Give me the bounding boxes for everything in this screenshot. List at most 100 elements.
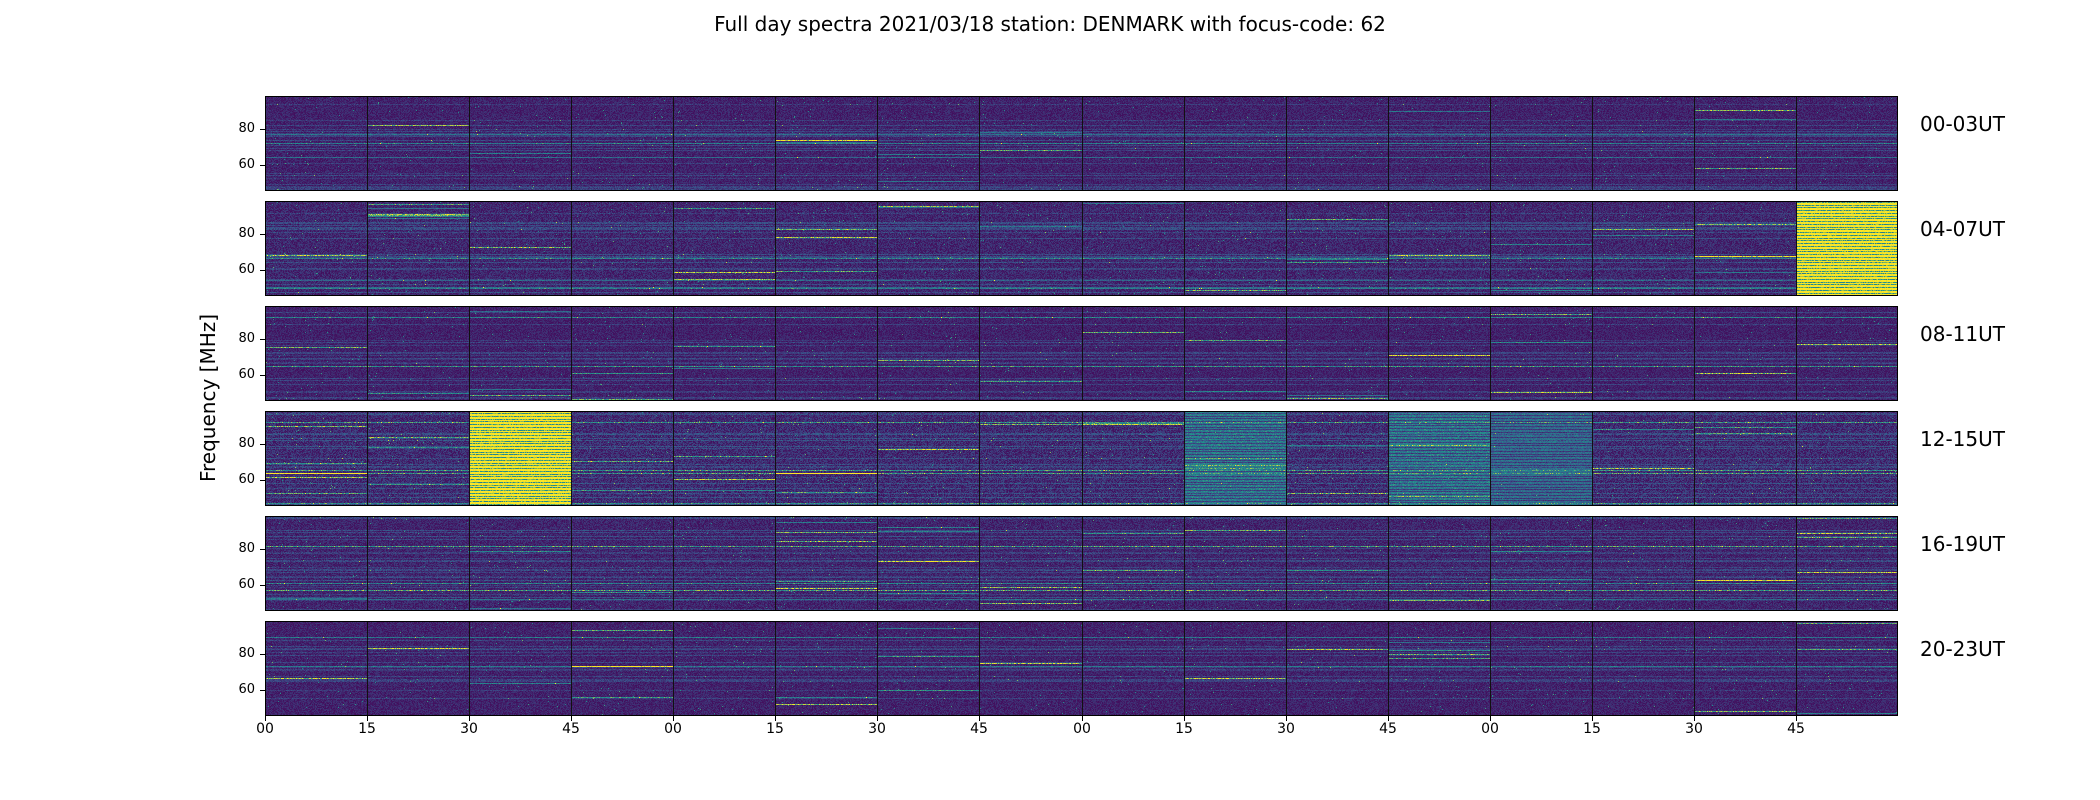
x-tick-label: 15 (1175, 721, 1193, 737)
x-tick-label: 15 (766, 721, 784, 737)
spectrum-panel-3: 60 80 08-11UT (238, 306, 2005, 401)
segment-divider (1592, 96, 1593, 191)
x-tick-label: 45 (562, 721, 580, 737)
segment-divider (979, 621, 980, 716)
segment-divider (775, 621, 776, 716)
segment-divider (1082, 306, 1083, 401)
y-tick (260, 654, 265, 655)
x-tick (1082, 716, 1083, 721)
segment-divider (1490, 411, 1491, 506)
segment-divider (673, 516, 674, 611)
segment-divider (673, 411, 674, 506)
segment-divider (1286, 96, 1287, 191)
segment-divider (1286, 516, 1287, 611)
x-tick-label: 30 (460, 721, 478, 737)
y-tick-label: 60 (238, 262, 255, 277)
x-tick (1184, 716, 1185, 721)
segment-divider (775, 201, 776, 296)
segment-divider (1592, 201, 1593, 296)
x-tick (367, 716, 368, 721)
segment-divider (1082, 201, 1083, 296)
x-tick (265, 716, 266, 721)
x-tick (877, 716, 878, 721)
y-tick (260, 165, 265, 166)
segment-divider (673, 96, 674, 191)
segment-divider (1388, 96, 1389, 191)
segment-divider (1490, 201, 1491, 296)
x-tick-label: 45 (970, 721, 988, 737)
x-tick (1694, 716, 1695, 721)
segment-divider (1286, 621, 1287, 716)
y-tick-label: 60 (238, 157, 255, 172)
segment-divider (367, 621, 368, 716)
spectrum-heatmap-5 (265, 516, 1898, 611)
segment-divider (1082, 516, 1083, 611)
segment-divider (1286, 306, 1287, 401)
segment-divider (877, 96, 878, 191)
segment-divider (469, 621, 470, 716)
x-tick-label: 15 (1583, 721, 1601, 737)
spectrum-panel-2: 60 80 04-07UT (238, 201, 2005, 296)
y-tick (260, 375, 265, 376)
y-tick (260, 690, 265, 691)
y-tick-label: 60 (238, 367, 255, 382)
segment-divider (1082, 411, 1083, 506)
segment-divider (1082, 621, 1083, 716)
x-tick-label: 30 (868, 721, 886, 737)
y-tick-label: 80 (238, 226, 255, 241)
segment-divider (1796, 411, 1797, 506)
panel-frame (265, 411, 1898, 506)
x-tick-label: 45 (1379, 721, 1397, 737)
x-tick (1286, 716, 1287, 721)
segment-divider (469, 96, 470, 191)
spectrum-heatmap-6 (265, 621, 1898, 716)
segment-divider (979, 411, 980, 506)
segment-divider (673, 621, 674, 716)
segment-divider (775, 96, 776, 191)
x-tick (775, 716, 776, 721)
panel-frame (265, 96, 1898, 191)
spectrum-heatmap-1 (265, 96, 1898, 191)
segment-divider (1796, 516, 1797, 611)
y-tick (260, 444, 265, 445)
spectrum-heatmap-2 (265, 201, 1898, 296)
segment-divider (367, 516, 368, 611)
segment-divider (1796, 621, 1797, 716)
row-time-label: 00-03UT (1920, 112, 2005, 136)
y-tick-label: 60 (238, 472, 255, 487)
segment-divider (1490, 621, 1491, 716)
segment-divider (469, 306, 470, 401)
segment-divider (469, 201, 470, 296)
segment-divider (1694, 516, 1695, 611)
y-tick (260, 480, 265, 481)
chart-title: Full day spectra 2021/03/18 station: DEN… (714, 12, 1386, 36)
segment-divider (1694, 306, 1695, 401)
x-tick (979, 716, 980, 721)
y-tick (260, 549, 265, 550)
segment-divider (1388, 516, 1389, 611)
y-tick-label: 80 (238, 331, 255, 346)
segment-divider (1694, 96, 1695, 191)
x-tick-label: 00 (1481, 721, 1499, 737)
x-tick (1796, 716, 1797, 721)
panel-frame (265, 306, 1898, 401)
segment-divider (1388, 621, 1389, 716)
segment-divider (979, 96, 980, 191)
segment-divider (1388, 306, 1389, 401)
segment-divider (1592, 306, 1593, 401)
panel-frame (265, 516, 1898, 611)
x-tick (571, 716, 572, 721)
segment-divider (877, 306, 878, 401)
segment-divider (469, 411, 470, 506)
segment-divider (571, 201, 572, 296)
segment-divider (1592, 411, 1593, 506)
segment-divider (571, 516, 572, 611)
y-tick-label: 60 (238, 682, 255, 697)
row-time-label: 08-11UT (1920, 322, 2005, 346)
y-tick (260, 585, 265, 586)
y-tick-label: 80 (238, 646, 255, 661)
spectrum-heatmap-4 (265, 411, 1898, 506)
segment-divider (1388, 201, 1389, 296)
y-axis-label: Frequency [MHz] (196, 313, 220, 483)
